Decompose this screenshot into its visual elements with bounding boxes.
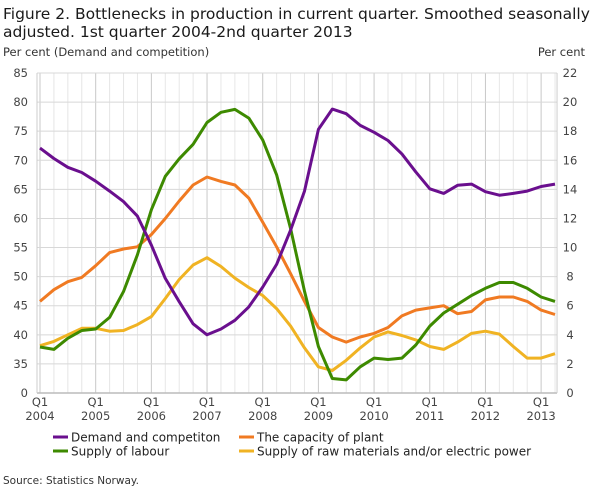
right-y-tick-label: 4 [566, 328, 573, 342]
x-tick-year-label: 2010 [359, 409, 388, 423]
left-axis-label: Per cent (Demand and competition) [3, 45, 209, 59]
right-y-tick-label: 2 [566, 357, 573, 371]
x-tick-year-label: 2012 [471, 409, 500, 423]
x-tick-year-label: 2007 [192, 409, 221, 423]
right-y-tick-label: 8 [566, 270, 573, 284]
right-y-tick-label: 16 [563, 153, 578, 167]
x-tick-year-label: 2013 [526, 409, 555, 423]
legend-label: Supply of labour [71, 445, 169, 459]
grid [36, 72, 558, 394]
right-y-tick-label: 10 [563, 241, 578, 255]
left-y-tick-label: 60 [13, 211, 28, 225]
x-tick-quarter-label: Q1 [32, 395, 48, 409]
x-tick-year-label: 2005 [81, 409, 110, 423]
right-y-tick-label: 0 [566, 386, 573, 400]
series-lines [39, 107, 556, 382]
x-tick-quarter-label: Q1 [477, 395, 493, 409]
x-tick-quarter-label: Q1 [87, 395, 103, 409]
x-tick-year-label: 2008 [248, 409, 277, 423]
right-y-tick-label: 12 [563, 211, 578, 225]
left-y-tick-label: 65 [13, 182, 28, 196]
left-y-tick-label: 45 [13, 299, 28, 313]
left-y-tick-label: 85 [13, 66, 28, 80]
x-tick-year-label: 2011 [415, 409, 444, 423]
left-y-tick-label: 55 [13, 241, 28, 255]
left-y-tick-label: 40 [13, 328, 28, 342]
chart-title-line-2: adjusted. 1st quarter 2004-2nd quarter 2… [3, 23, 353, 41]
right-axis-label: Per cent [538, 45, 586, 59]
x-tick-quarter-label: Q1 [366, 395, 382, 409]
right-y-ticks: 0 2 4 6 8 10 12 14 16 18 20 22 [563, 66, 578, 400]
x-tick-quarter-label: Q1 [310, 395, 326, 409]
left-y-tick-label: 75 [13, 124, 28, 138]
series-line-demand-and-competiton [39, 107, 556, 337]
left-y-tick-label: 80 [13, 95, 28, 109]
series-line-supply-of-labour [39, 107, 556, 382]
left-y-tick-label: 50 [13, 270, 28, 284]
x-tick-quarter-label: Q1 [255, 395, 271, 409]
legend-label: Demand and competiton [71, 431, 220, 445]
left-y-tick-label: 35 [13, 357, 28, 371]
right-y-tick-label: 20 [563, 95, 578, 109]
x-tick-quarter-label: Q1 [143, 395, 159, 409]
chart-title-line-1: Figure 2. Bottlenecks in production in c… [3, 5, 590, 23]
x-tick-year-label: 2006 [137, 409, 166, 423]
x-tick-year-label: 2004 [25, 409, 54, 423]
right-y-tick-label: 22 [563, 66, 578, 80]
x-tick-quarter-label: Q1 [422, 395, 438, 409]
right-y-tick-label: 14 [563, 182, 578, 196]
legend: Demand and competiton The capacity of pla… [53, 431, 531, 459]
x-ticks: Q12004Q12005Q12006Q12007Q12008Q12009Q120… [25, 395, 555, 423]
right-y-tick-label: 18 [563, 124, 578, 138]
left-y-tick-label: 0 [21, 386, 28, 400]
left-y-tick-label: 70 [13, 153, 28, 167]
legend-label: Supply of raw materials and/or electric … [257, 445, 531, 459]
x-tick-year-label: 2009 [304, 409, 333, 423]
legend-label: The capacity of plant [256, 431, 384, 445]
source-note: Source: Statistics Norway. [3, 475, 139, 487]
series-line-supply-of-raw-materials-and-or-electric-power [39, 256, 556, 372]
x-tick-quarter-label: Q1 [199, 395, 215, 409]
x-tick-quarter-label: Q1 [533, 395, 549, 409]
series-line-the-capacity-of-plant [39, 175, 556, 344]
left-y-ticks: 0 35 40 45 50 55 60 65 70 75 80 85 [13, 66, 28, 400]
right-y-tick-label: 6 [566, 299, 573, 313]
